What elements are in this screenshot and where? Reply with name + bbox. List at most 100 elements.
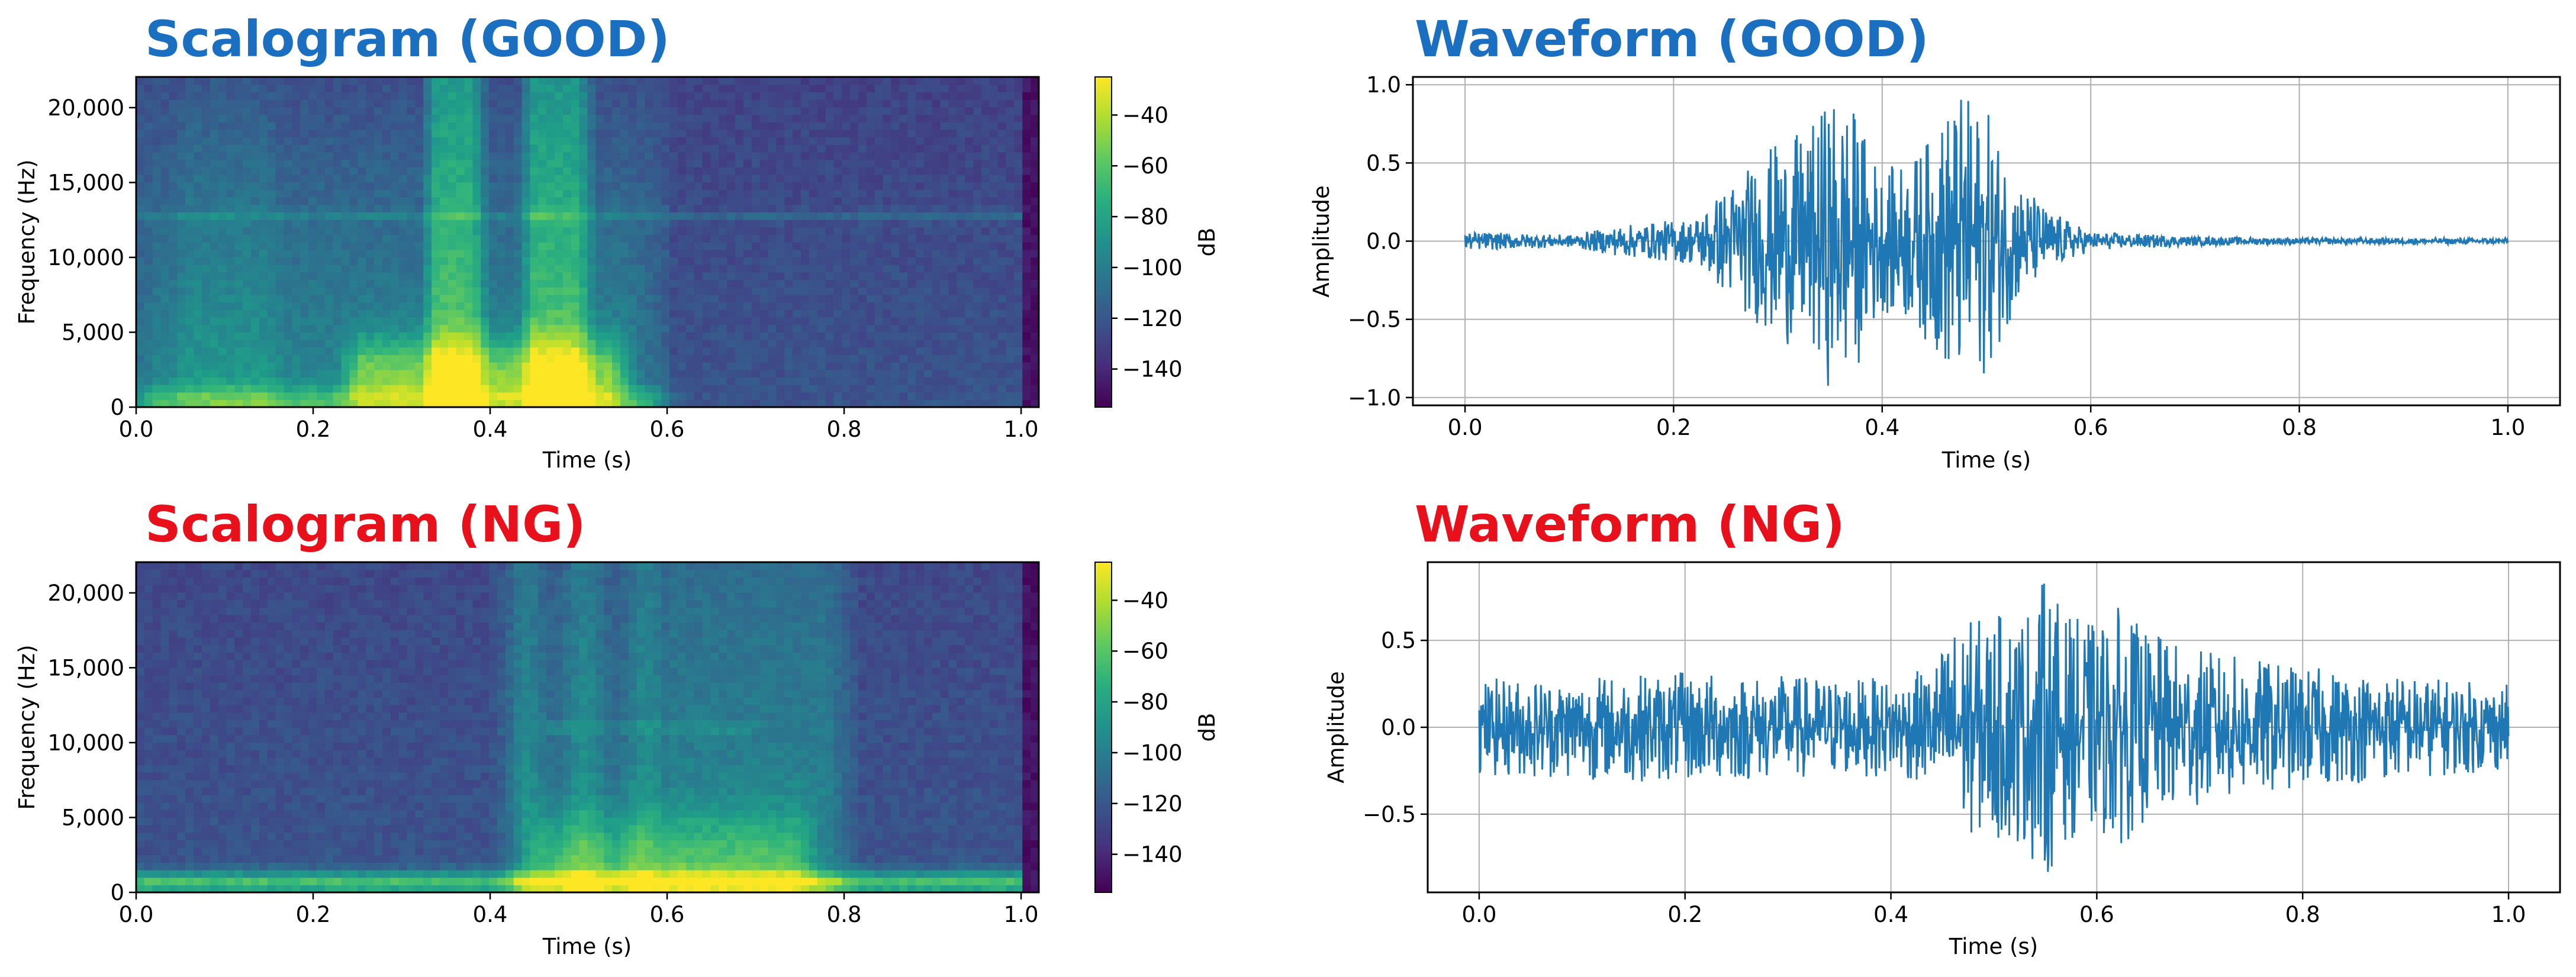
scalogram-good-heatmap-cell [366,272,375,280]
scalogram-good-heatmap-cell [669,332,678,340]
scalogram-good-heatmap-cell [333,84,342,93]
waveform-good-series-line [1464,99,2509,386]
scalogram-good-heatmap-cell [415,174,424,183]
scalogram-good-heatmap-cell [432,84,440,93]
scalogram-good-heatmap-cell [415,257,424,265]
scalogram-good-heatmap-cell [1022,182,1031,190]
scalogram-good-heatmap-cell [300,189,309,198]
scalogram-good-heatmap-cell [194,234,202,243]
scalogram-good-heatmap-cell [874,204,884,212]
scalogram-good-heatmap-cell [555,122,564,130]
scalogram-good-heatmap-cell [349,257,359,265]
scalogram-good-heatmap-cell [981,196,990,205]
scalogram-good-heatmap-cell [751,92,761,100]
scalogram-good-heatmap-cell [858,332,867,340]
scalogram-good-heatmap-cell [341,151,350,160]
scalogram-good-heatmap-cell [628,339,637,348]
scalogram-good-heatmap-cell [136,107,145,115]
scalogram-good-heatmap-cell [366,84,375,93]
scalogram-good-heatmap-cell [234,174,243,183]
scalogram-good-heatmap-cell [719,227,727,236]
scalogram-good-heatmap-cell [324,324,334,333]
scalogram-good-heatmap-cell [743,317,752,325]
scalogram-good-heatmap-cell [973,137,982,145]
scalogram-good-heatmap-cell [784,167,793,175]
scalogram-good-heatmap-cell [751,369,761,378]
scalogram-good-heatmap-cell [612,212,621,220]
scalogram-good-heatmap-cell [702,227,711,236]
scalogram-good-heatmap-cell [194,114,202,122]
scalogram-good-heatmap-cell [923,309,933,318]
scalogram-good-heatmap-cell [358,279,366,288]
scalogram-good-heatmap-cell [833,92,842,100]
scalogram-good-heatmap-cell [415,212,424,220]
scalogram-good-heatmap-cell [243,107,252,115]
scalogram-ng-heatmap-cell [144,757,153,766]
scalogram-good-heatmap-cell [472,151,481,160]
scalogram-good-heatmap-cell [932,84,941,93]
scalogram-good-heatmap-cell [587,196,597,205]
scalogram-good-heatmap-cell [685,249,695,258]
scalogram-good-heatmap-cell [201,324,211,333]
scalogram-good-heatmap-cell [415,234,424,243]
scalogram-good-heatmap-cell [497,369,506,378]
scalogram-good-heatmap-cell [817,182,826,190]
scalogram-good-heatmap-cell [366,137,375,145]
scalogram-good-heatmap-cell [809,309,818,318]
scalogram-good-heatmap-cell [374,392,383,401]
scalogram-good-heatmap-cell [973,122,982,130]
scalogram-good-heatmap-cell [923,99,933,108]
scalogram-good-heatmap-cell [169,114,178,122]
scalogram-good-heatmap-cell [538,234,547,243]
scalogram-good-heatmap-cell [948,339,958,348]
scalogram-good-heatmap-cell [341,174,350,183]
scalogram-good-heatmap-cell [710,234,720,243]
scalogram-good-heatmap-cell [653,302,662,310]
scalogram-good-heatmap-cell [965,159,974,167]
scalogram-good-heatmap-cell [218,392,227,401]
scalogram-good-heatmap-cell [390,189,400,198]
scalogram-good-heatmap-cell [284,107,293,115]
scalogram-good-heatmap-cell [308,219,317,228]
scalogram-good-heatmap-cell [1006,114,1015,122]
scalogram-good-heatmap-cell [899,159,908,167]
scalogram-good-heatmap-cell [497,279,506,288]
scalogram-good-heatmap-cell [793,317,801,325]
scalogram-good-heatmap-cell [883,324,892,333]
scalogram-good-heatmap-cell [546,354,555,363]
scalogram-good-heatmap-cell [489,242,498,250]
scalogram-good-heatmap-cell [571,137,580,145]
scalogram-good-heatmap-cell [194,107,202,115]
scalogram-good-heatmap-cell [538,279,547,288]
scalogram-good-heatmap-cell [833,377,842,385]
scalogram-good-heatmap-cell [587,265,597,273]
scalogram-good-heatmap-cell [333,196,342,205]
scalogram-good-heatmap-cell [932,227,941,236]
scalogram-good-x-tick-label: 0.2 [296,417,331,442]
scalogram-good-heatmap-cell [858,309,867,318]
scalogram-good-heatmap-cell [194,377,202,385]
scalogram-good-heatmap-cell [152,137,162,145]
scalogram-good-heatmap-cell [358,332,366,340]
scalogram-good-heatmap-cell [267,339,276,348]
scalogram-good-heatmap-cell [579,362,588,370]
scalogram-good-heatmap-cell [472,99,481,108]
scalogram-good-heatmap-cell [899,249,908,258]
scalogram-good-heatmap-cell [661,317,670,325]
scalogram-good-heatmap-cell [636,144,646,153]
scalogram-good-heatmap-cell [415,122,424,130]
scalogram-good-heatmap-cell [472,332,481,340]
scalogram-good-heatmap-cell [678,279,687,288]
scalogram-good-heatmap-cell [497,114,506,122]
scalogram-good-heatmap-cell [333,392,342,401]
scalogram-good-heatmap-cell [710,196,720,205]
scalogram-good-heatmap-cell [899,287,908,295]
scalogram-good-heatmap-cell [743,369,752,378]
scalogram-good-heatmap-cell [981,309,990,318]
scalogram-good-heatmap-cell [267,332,276,340]
scalogram-good-heatmap-cell [874,332,884,340]
scalogram-good-heatmap-cell [456,196,465,205]
scalogram-good-heatmap-cell [423,114,432,122]
scalogram-good-heatmap-cell [948,354,958,363]
scalogram-good-heatmap-cell [957,279,965,288]
